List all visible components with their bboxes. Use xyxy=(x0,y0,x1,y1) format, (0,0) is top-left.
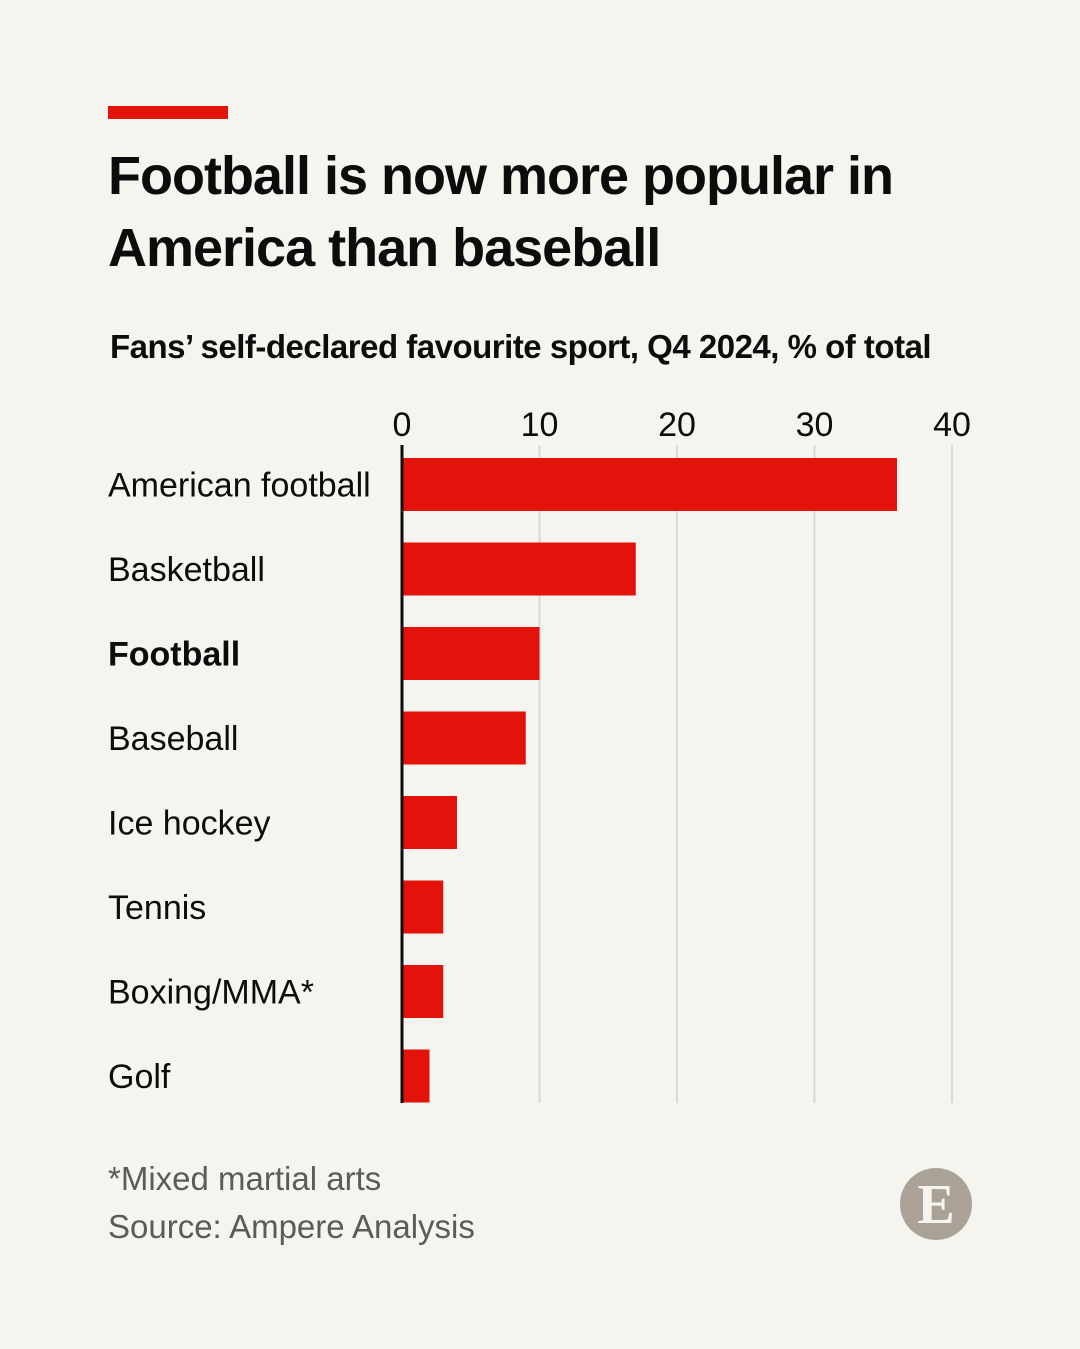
bar xyxy=(402,458,897,511)
x-tick-label: 10 xyxy=(521,406,559,444)
category-label: Boxing/MMA* xyxy=(108,974,314,1012)
bar xyxy=(402,965,444,1018)
category-label: Baseball xyxy=(108,720,238,758)
category-label: Basketball xyxy=(108,551,265,589)
category-label: Ice hockey xyxy=(108,805,271,843)
accent-bar xyxy=(108,106,228,119)
x-tick-label: 30 xyxy=(796,406,834,444)
x-tick-label: 40 xyxy=(933,406,971,444)
bar xyxy=(402,796,457,849)
economist-logo: E xyxy=(900,1168,972,1240)
bar xyxy=(402,1049,430,1103)
bar xyxy=(402,880,444,934)
footnote: *Mixed martial arts xyxy=(108,1160,382,1197)
x-tick-label: 20 xyxy=(658,406,696,444)
category-label: American football xyxy=(108,467,371,505)
category-label: Golf xyxy=(108,1058,171,1096)
logo-letter: E xyxy=(917,1174,955,1236)
source-note: Source: Ampere Analysis xyxy=(108,1208,475,1245)
category-label: Tennis xyxy=(108,889,206,927)
chart-title: Football is now more popular in America … xyxy=(108,146,894,278)
bar xyxy=(402,711,526,765)
bar xyxy=(402,627,540,680)
chart-subtitle: Fans’ self-declared favourite sport, Q4 … xyxy=(110,328,932,365)
bar xyxy=(402,542,636,596)
category-label: Football xyxy=(108,636,240,674)
x-tick-label: 0 xyxy=(393,406,412,444)
